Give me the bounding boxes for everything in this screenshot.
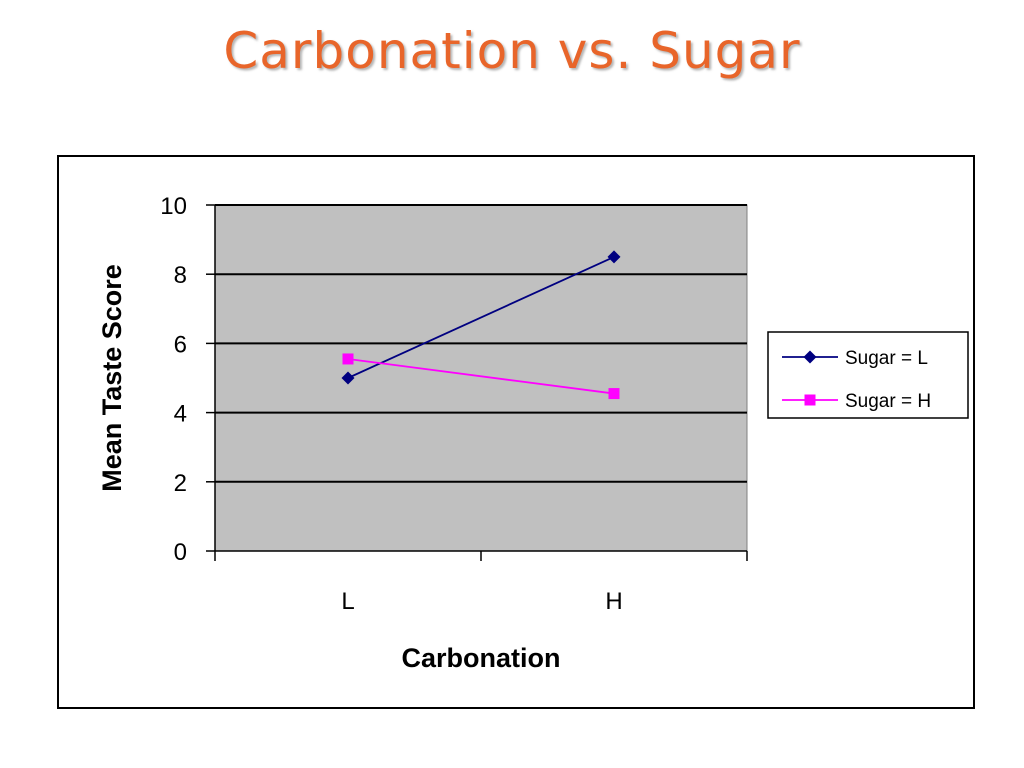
slide-title: Carbonation vs. Sugar: [223, 22, 801, 80]
series-line-2: [347, 358, 615, 395]
y-tick-label: 4: [174, 401, 187, 428]
y-tick-label: 8: [174, 262, 187, 289]
legend-marker-1: [803, 350, 817, 364]
data-point-series-2: [608, 388, 620, 400]
legend-box: [767, 331, 969, 419]
x-tick-label: H: [605, 588, 622, 615]
data-point-series-1: [607, 250, 621, 264]
y-tick-label: 10: [160, 193, 187, 220]
legend-label-2: Sugar = H: [845, 391, 931, 412]
y-tick-label: 6: [174, 331, 187, 358]
data-point-series-2: [342, 353, 354, 365]
data-point-series-1: [341, 371, 355, 385]
legend-label-1: Sugar = L: [845, 348, 928, 369]
x-tick-label: L: [341, 588, 354, 615]
x-axis-title: Carbonation: [402, 643, 561, 673]
series-line-1: [347, 256, 615, 379]
y-tick-label: 0: [174, 539, 187, 566]
y-tick-label: 2: [174, 470, 187, 497]
y-axis-title: Mean Taste Score: [97, 264, 127, 492]
plot-area: [214, 204, 748, 552]
legend: Sugar = L Sugar = H: [767, 331, 969, 419]
legend-marker-2: [804, 394, 816, 406]
